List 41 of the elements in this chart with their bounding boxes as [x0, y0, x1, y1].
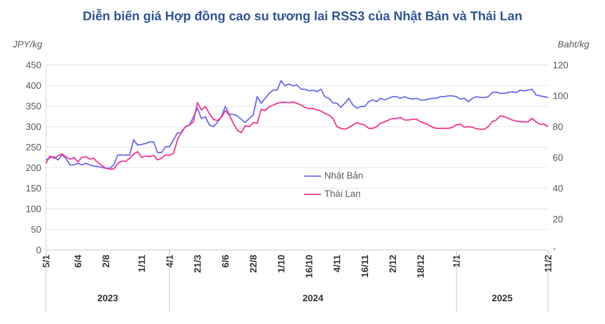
y-axis-title: JPY/kg — [12, 40, 42, 50]
x-tick-label: 1/10 — [278, 255, 285, 272]
y-tick-label: 450 — [26, 62, 41, 68]
y2-tick-label: 20 — [553, 216, 563, 222]
y2-tick-label: 40 — [552, 185, 563, 192]
y-tick-label: 350 — [26, 102, 41, 110]
chart-title: Diễn biến giá Hợp đồng cao su tương lai RSS3 của Nhật Bản và Thái Lan — [84, 9, 522, 23]
x-tick-label: 22/8 — [250, 255, 257, 273]
x-tick-label: 11/2 — [544, 255, 552, 272]
x-tick-label: 16/10 — [305, 255, 312, 278]
x-tick-label: 18/12 — [417, 255, 424, 278]
x-tick-label: 1/1 — [452, 254, 460, 268]
y-tick-label: 200 — [26, 164, 41, 172]
y-tick-label: 0 — [36, 246, 41, 254]
x-tick-label: 1/11 — [138, 254, 146, 272]
y2-tick-label: 80 — [553, 123, 563, 130]
x-tick-label: 6/6 — [222, 255, 229, 268]
x-tick-label: 2/12 — [389, 255, 396, 273]
text: 2025 — [492, 294, 512, 302]
x-tick-label: 5/1 — [42, 254, 50, 268]
y2-axis-title: Baht/kg — [558, 40, 590, 50]
y2-tick-label: - — [553, 248, 556, 250]
text: 2024 — [302, 294, 324, 302]
y-tick-label: 50 — [31, 226, 41, 233]
y2-tick-label: 120 — [553, 62, 568, 68]
x-tick-label: 16/11 — [361, 254, 368, 277]
y-tick-label: 250 — [26, 144, 41, 151]
x-tick-label: 4/11 — [333, 254, 340, 272]
x-tick-label: 2/8 — [102, 255, 110, 268]
x-tick-label: 21/3 — [194, 255, 201, 273]
y2-tick-label: 60 — [553, 154, 563, 161]
x-tick-label: 4/1 — [166, 254, 173, 268]
legend-label: Nhật Bản — [325, 172, 363, 180]
y-tick-label: 150 — [26, 185, 41, 192]
y2-tick-label: 100 — [553, 92, 568, 100]
text: 2023 — [98, 294, 118, 302]
y-tick-label: 300 — [26, 123, 41, 130]
y-tick-label: 100 — [26, 206, 41, 212]
y-tick-label: 400 — [26, 82, 41, 89]
x-tick-label: 6/4 — [74, 254, 82, 268]
legend-label: Thái Lan — [324, 190, 360, 197]
